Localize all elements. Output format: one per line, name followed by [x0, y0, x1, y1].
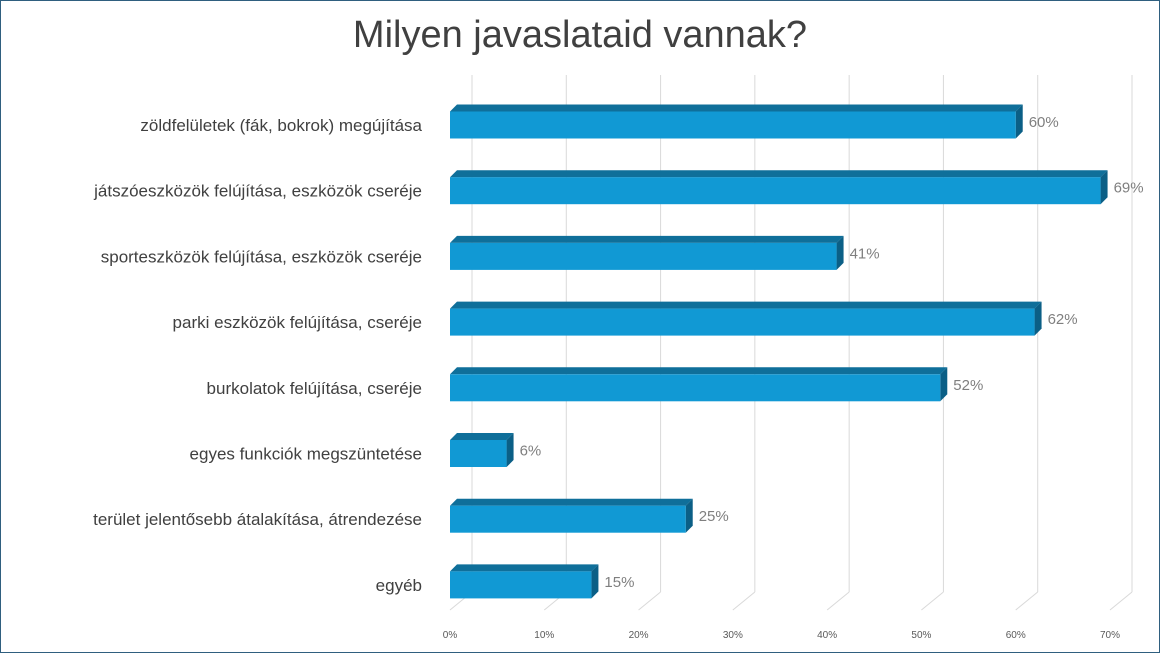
x-tick-label: 70%	[1100, 630, 1120, 641]
bar	[450, 177, 1101, 205]
x-tick-label: 30%	[723, 630, 743, 641]
category-label: zöldfelületek (fák, bokrok) megújítása	[140, 116, 422, 135]
data-label: 15%	[604, 574, 634, 591]
chart-title: Milyen javaslataid vannak?	[352, 14, 808, 56]
bar	[450, 571, 592, 599]
bar-side	[591, 564, 599, 599]
bar-side	[1015, 104, 1023, 139]
bar	[450, 242, 837, 270]
gridline	[732, 591, 756, 611]
data-label: 25%	[699, 508, 729, 525]
bar-top	[450, 433, 514, 440]
bar	[450, 374, 941, 402]
data-label: 52%	[953, 377, 983, 394]
bar-side	[836, 235, 844, 270]
category-label: egyéb	[376, 576, 422, 595]
bar-side	[1034, 301, 1042, 336]
bar	[450, 505, 686, 533]
gridline	[1015, 591, 1039, 611]
data-label: 69%	[1114, 180, 1144, 197]
bar-top	[450, 104, 1023, 112]
gridline	[826, 591, 850, 611]
bar-top	[450, 498, 693, 506]
bar-side	[506, 433, 514, 467]
bar-side	[685, 498, 693, 533]
bar-top	[450, 301, 1042, 309]
gridline	[921, 591, 944, 611]
bar-top	[450, 367, 948, 375]
x-tick-label: 60%	[1006, 630, 1026, 641]
x-tick-label: 40%	[817, 630, 837, 641]
category-label: parki eszközök felújítása, cseréje	[173, 313, 422, 332]
category-label: sporteszközök felújítása, eszközök cseré…	[101, 247, 422, 266]
category-label: burkolatok felújítása, cseréje	[207, 379, 422, 398]
data-label: 41%	[850, 245, 880, 262]
bar-top	[450, 564, 599, 572]
x-tick-label: 10%	[534, 630, 554, 641]
data-label: 60%	[1029, 114, 1059, 131]
bar-side	[940, 367, 948, 402]
x-tick-label: 50%	[911, 630, 931, 641]
bar-top	[450, 235, 844, 243]
data-label: 6%	[520, 443, 542, 460]
category-label: terület jelentősebb átalakítása, átrende…	[93, 510, 422, 529]
bar	[450, 308, 1035, 336]
bar-side	[1100, 170, 1108, 205]
category-label: játszóeszközök felújítása, eszközök cser…	[93, 182, 422, 201]
bar-top	[450, 170, 1108, 178]
data-label: 62%	[1048, 311, 1078, 328]
x-tick-label: 0%	[443, 630, 458, 641]
bar	[450, 111, 1016, 139]
gridline	[1109, 591, 1133, 611]
x-tick-label: 20%	[629, 630, 649, 641]
gridline	[638, 591, 661, 611]
bar	[450, 440, 507, 467]
category-label: egyes funkciók megszüntetése	[190, 445, 422, 464]
